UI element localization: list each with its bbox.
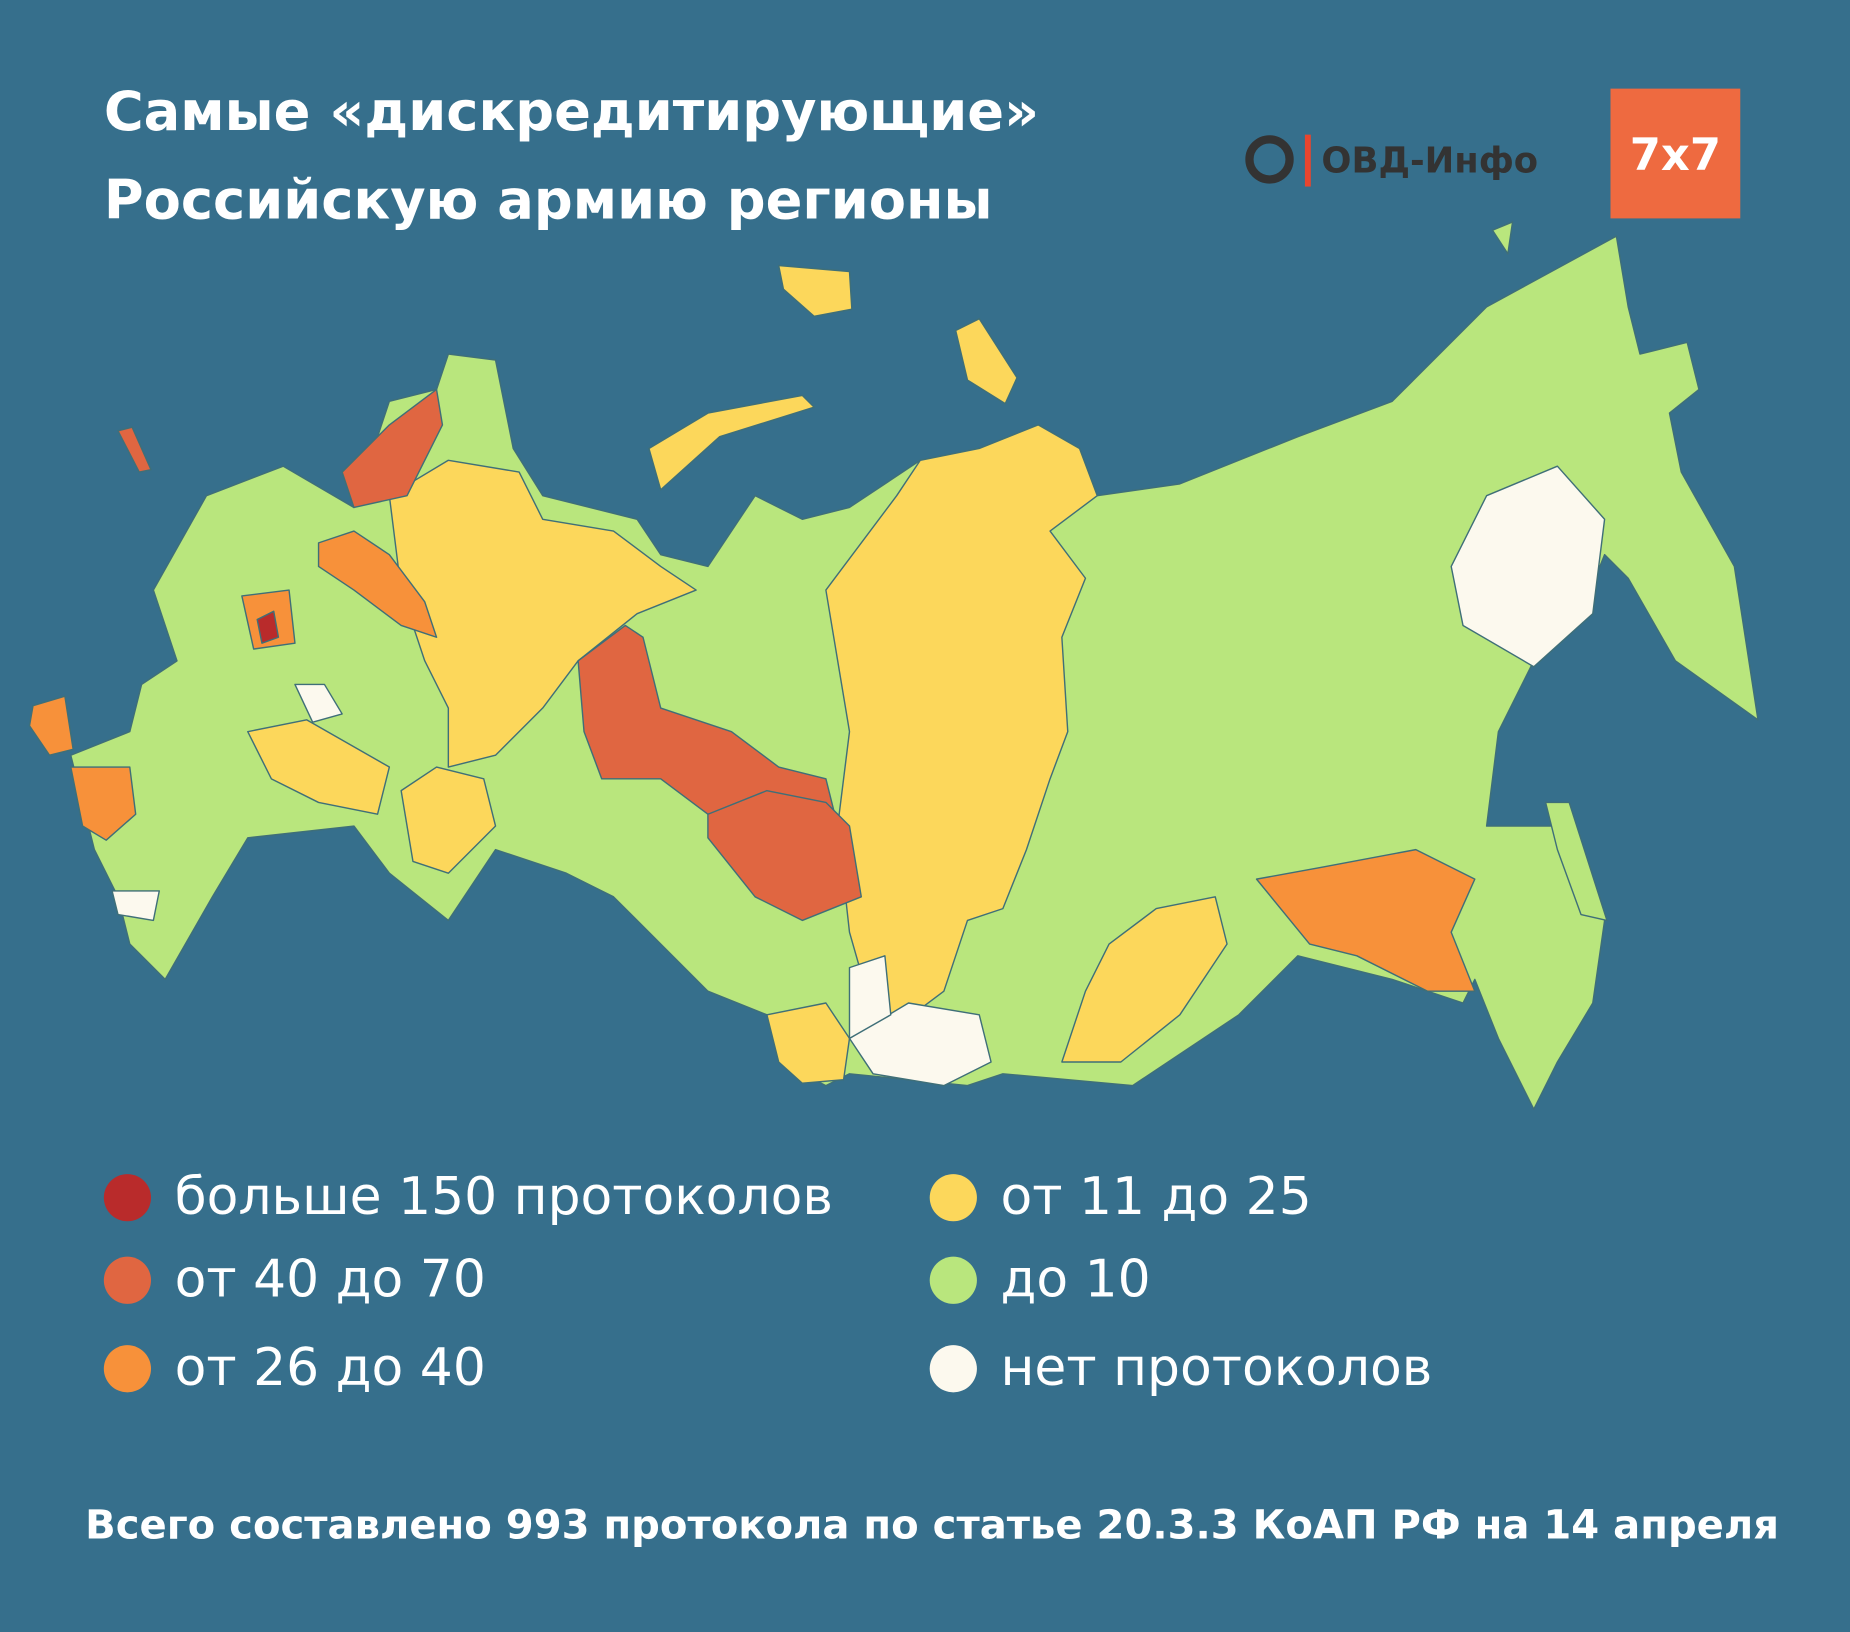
region [400, 766, 497, 874]
map [28, 221, 1759, 1110]
title-line: Самые «дискредитирующие» [104, 80, 1039, 143]
logo-ring [1245, 135, 1294, 184]
region [341, 388, 444, 509]
legend-swatch [103, 1174, 152, 1222]
legend-swatch [929, 1345, 977, 1393]
region [848, 1002, 992, 1087]
logo-text: 7x7 [1630, 128, 1721, 181]
legend-item: до 10 [929, 1250, 1151, 1310]
legend-label: от 11 до 25 [1001, 1167, 1312, 1227]
region [256, 610, 280, 644]
legend-swatch [103, 1345, 152, 1393]
legend-item: от 11 до 25 [929, 1167, 1312, 1227]
footer: Всего составлено 993 протокола по статье… [85, 1503, 1779, 1549]
region [777, 264, 853, 318]
logo-box [1610, 88, 1741, 219]
legend-item: больше 150 протоколов [103, 1167, 833, 1227]
region [954, 317, 1018, 405]
legend: больше 150 протоколов от 40 до 70 от 26 до… [103, 1167, 1433, 1398]
legend-item: от 40 до 70 [103, 1250, 486, 1310]
region [117, 426, 152, 473]
ovd-logo: ОВД-Инфо [1245, 134, 1538, 187]
legend-label: от 40 до 70 [175, 1250, 486, 1310]
legend-swatch [929, 1256, 977, 1304]
region [848, 955, 892, 1040]
legend-item: нет протоколов [929, 1338, 1433, 1398]
title-line: Российскую армию регионы [104, 168, 993, 231]
region [70, 766, 137, 841]
region [1450, 465, 1606, 668]
region [294, 683, 343, 723]
region [28, 695, 74, 756]
region [388, 459, 697, 768]
region [317, 530, 438, 638]
region [111, 890, 160, 922]
region [1061, 896, 1228, 1063]
region [766, 1002, 851, 1084]
legend-label: от 26 до 40 [175, 1338, 486, 1398]
region [247, 719, 391, 815]
region [707, 789, 862, 922]
region [1255, 848, 1476, 992]
region [648, 394, 815, 491]
legend-label: до 10 [1001, 1250, 1151, 1310]
region [577, 624, 839, 827]
region [1491, 221, 1514, 255]
legend-label: нет протоколов [1001, 1338, 1433, 1398]
legend-item: от 26 до 40 [103, 1338, 486, 1398]
region [1544, 801, 1608, 922]
logo-bar [1304, 134, 1311, 187]
legend-swatch [103, 1256, 152, 1304]
legend-swatch [929, 1174, 977, 1222]
legend-label: больше 150 протоколов [175, 1167, 833, 1227]
logo-text: ОВД-Инфо [1321, 140, 1538, 181]
